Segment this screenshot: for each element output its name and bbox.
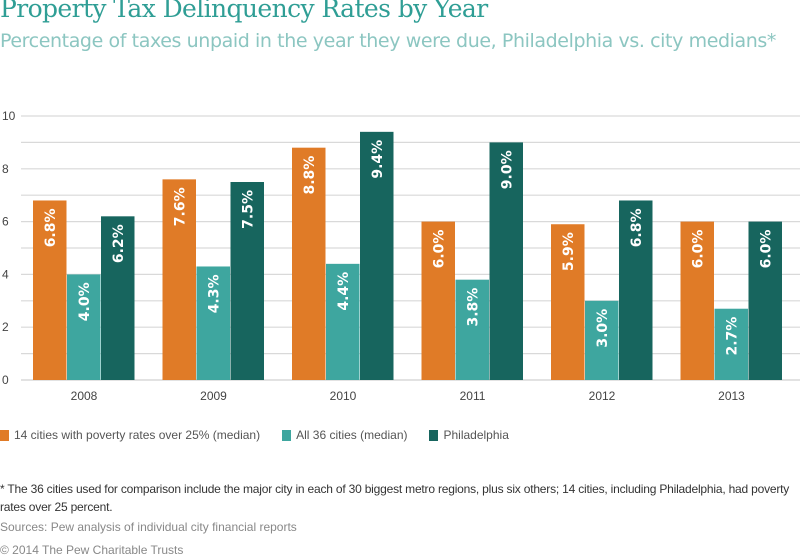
legend-swatch [0,429,9,441]
bar-value-label: 6.0% [759,230,775,269]
bar-value-label: 6.8% [629,208,645,247]
y-tick-label: 2 [2,320,9,334]
bar [680,221,714,380]
y-tick-label: 8 [2,162,9,176]
bar [101,216,135,380]
bar-chart: 0 2 4 6 8 10 6.8% 4.0% 6.2% 2008 7.6% 4.3% 7.5% 2009 8… [2,109,800,403]
bar [714,308,748,380]
x-tick-label: 2009 [200,389,227,403]
y-tick-label: 0 [2,373,9,387]
bar-value-label: 2.7% [725,317,741,356]
copyright: © 2014 The Pew Charitable Trusts [0,543,184,557]
bar [230,182,264,380]
bar [33,200,67,380]
bar-value-label: 3.8% [466,288,482,327]
bar-value-label: 7.6% [173,187,189,226]
bar-value-label: 9.0% [500,150,516,189]
legend-item-philadelphia: Philadelphia [429,428,509,442]
bar [196,266,230,380]
bar-value-label: 8.8% [302,156,318,195]
bar [619,200,653,380]
bar-value-label: 4.4% [336,272,352,311]
bar [360,131,394,380]
bar [292,147,326,380]
legend-label: Philadelphia [443,428,509,442]
chart-subtitle: Percentage of taxes unpaid in the year t… [0,30,777,52]
bar-value-label: 9.4% [370,140,386,179]
bar [551,224,585,380]
chart-title: Property Tax Delinquency Rates by Year [0,0,488,23]
bar [585,300,619,380]
bar-value-label: 6.8% [43,208,59,247]
bar [455,279,489,380]
source-note: Sources: Pew analysis of individual city… [0,520,297,534]
y-tick-label: 10 [2,109,16,123]
bar-value-label: 6.2% [111,224,127,263]
legend: 14 cities with poverty rates over 25% (m… [0,428,531,442]
legend-item-all-cities: All 36 cities (median) [282,428,407,442]
bar [489,142,523,380]
legend-item-poverty-cities: 14 cities with poverty rates over 25% (m… [0,428,260,442]
x-tick-label: 2013 [718,389,745,403]
y-tick-label: 4 [2,267,9,281]
bar [748,221,782,380]
bar [67,274,101,380]
footnote: * The 36 cities used for comparison incl… [0,482,790,514]
bar-value-label: 7.5% [241,190,257,229]
x-tick-label: 2010 [330,389,357,403]
legend-label: All 36 cities (median) [296,428,408,442]
legend-label: 14 cities with poverty rates over 25% (m… [14,428,261,442]
x-tick-label: 2011 [460,389,486,403]
bar-value-label: 3.0% [595,309,611,348]
bar-value-label: 6.0% [432,230,448,269]
bar-value-label: 6.0% [691,230,707,269]
bar [421,221,455,380]
legend-swatch [282,429,292,441]
x-tick-label: 2012 [589,389,616,403]
bar-value-label: 5.9% [561,232,577,271]
x-tick-label: 2008 [71,389,98,403]
legend-swatch [429,429,439,441]
bar-value-label: 4.3% [207,274,223,313]
bar [162,179,196,380]
bar [326,263,360,380]
bar-value-label: 4.0% [77,282,93,321]
y-tick-label: 6 [2,215,9,229]
